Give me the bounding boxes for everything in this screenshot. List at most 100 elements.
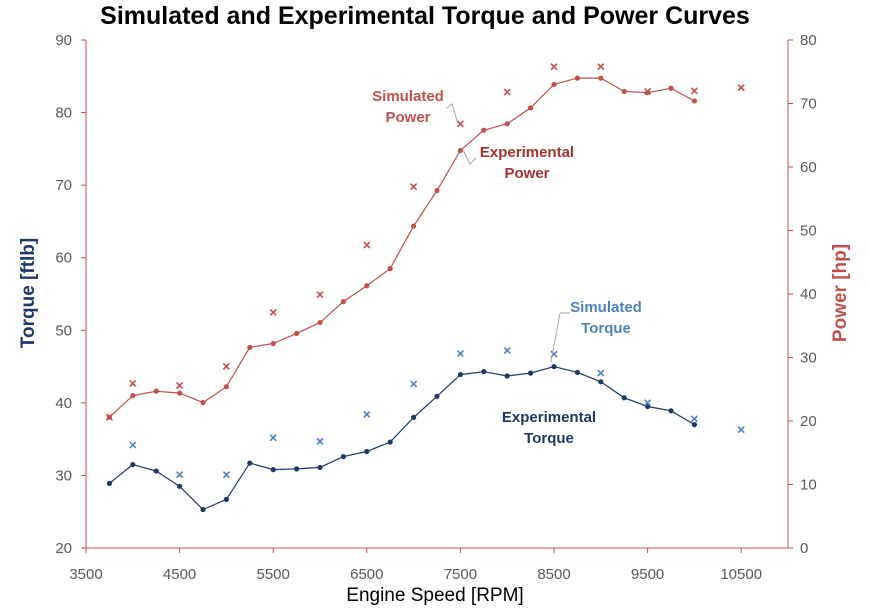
experimental-power-point <box>340 299 346 305</box>
simulated-power-point <box>690 87 698 95</box>
experimental-torque-point <box>457 371 463 378</box>
y-right-tick-label: 70 <box>800 96 817 113</box>
experimental-torque-point <box>177 483 183 489</box>
y-right-tick-label: 20 <box>800 413 817 430</box>
experimental-power-point <box>247 344 253 350</box>
experimental-power-point <box>621 88 627 95</box>
experimental-torque-point <box>247 460 253 466</box>
y-right-tick-label: 10 <box>800 477 817 494</box>
annotation-experimental-power-text: Experimental <box>480 144 574 161</box>
experimental-power-line <box>108 77 695 418</box>
simulated-torque-point <box>503 347 511 355</box>
y-left-tick-label: 20 <box>55 540 72 557</box>
experimental-power-series <box>106 75 698 420</box>
annotation-simulated-power-text: Simulated <box>372 88 444 105</box>
x-axis-title: Engine Speed [RPM] <box>346 585 523 606</box>
y-left-tick-label: 80 <box>55 105 72 122</box>
experimental-power-point <box>270 340 276 347</box>
x-tick-label: 6500 <box>350 566 383 583</box>
experimental-torque-point <box>574 369 581 375</box>
experimental-torque-point <box>153 468 159 474</box>
simulated-torque-point <box>316 437 324 445</box>
experimental-power-point <box>411 223 417 229</box>
simulated-power-point <box>129 379 137 388</box>
annotation-experimental-power: Experimental Power <box>462 144 574 182</box>
y-left-tick-label: 40 <box>55 395 72 412</box>
y-left-tick-label: 60 <box>55 250 72 267</box>
y-left-tick-label: 30 <box>55 467 72 484</box>
experimental-torque-line <box>109 365 695 511</box>
experimental-torque-point <box>598 379 604 385</box>
annotation-experimental-torque-text: Torque <box>524 430 574 447</box>
simulated-power-point <box>410 183 418 191</box>
y-axis-title-left: Torque [ftlb] <box>18 238 39 348</box>
experimental-power-point <box>668 85 674 91</box>
y-right-tick-label: 40 <box>800 286 817 303</box>
simulated-power-point <box>222 362 230 370</box>
experimental-torque-point <box>411 414 417 420</box>
experimental-torque-point <box>294 466 300 472</box>
simulated-torque-point <box>363 410 371 419</box>
simulated-torque-series <box>129 347 745 479</box>
simulated-power-point <box>550 63 558 71</box>
experimental-torque-point <box>200 506 206 513</box>
simulated-torque-point <box>129 441 137 449</box>
experimental-torque-point <box>130 461 136 468</box>
y-left-tick-label: 50 <box>55 322 72 339</box>
annotation-simulated-power: Simulated Power <box>372 88 459 126</box>
experimental-torque-point <box>434 393 440 399</box>
simulated-torque-point <box>456 349 464 358</box>
x-tick-label: 4500 <box>163 566 196 583</box>
experimental-torque-point <box>668 408 674 414</box>
experimental-power-point <box>177 390 183 396</box>
annotation-experimental-power-text: Power <box>504 165 549 182</box>
x-tick-label: 3500 <box>69 566 102 583</box>
x-tick-label: 9500 <box>631 566 664 583</box>
annotation-experimental-torque-text: Experimental <box>502 409 596 426</box>
experimental-torque-point <box>691 422 698 428</box>
experimental-power-point <box>364 283 370 289</box>
y-right-tick-label: 0 <box>800 540 808 557</box>
experimental-power-point <box>691 98 698 104</box>
experimental-torque-point <box>481 369 487 375</box>
y-right-tick-label: 60 <box>800 159 817 176</box>
simulated-power-point <box>456 120 464 128</box>
x-tick-label: 5500 <box>257 566 290 583</box>
x-tick-label: 8500 <box>537 566 570 583</box>
simulated-power-point <box>597 63 605 71</box>
x-tick-label: 7500 <box>444 566 477 583</box>
y-right-tick-label: 80 <box>800 32 817 49</box>
y-right-tick-label: 50 <box>800 223 817 240</box>
simulated-power-series <box>105 63 745 421</box>
simulated-torque-point <box>222 471 230 479</box>
simulated-torque-point <box>690 415 698 423</box>
annotation-simulated-torque: Simulated Torque <box>550 299 642 363</box>
experimental-power-point <box>130 393 136 399</box>
simulated-power-point <box>363 241 371 249</box>
experimental-torque-point <box>528 370 534 376</box>
simulated-torque-point <box>410 380 418 388</box>
experimental-torque-point <box>387 439 393 445</box>
y-axis-title-right: Power [hp] <box>830 244 851 342</box>
simulated-power-point <box>316 291 324 299</box>
experimental-power-point <box>504 121 510 127</box>
experimental-torque-point <box>551 363 557 370</box>
annotation-simulated-torque-text: Simulated <box>570 299 642 316</box>
experimental-power-point <box>528 105 534 111</box>
experimental-power-point <box>317 319 323 326</box>
simulated-torque-point <box>269 434 277 442</box>
experimental-power-point <box>153 388 159 394</box>
experimental-torque-point <box>106 480 112 487</box>
simulated-power-point <box>644 87 652 96</box>
experimental-power-point <box>457 147 463 154</box>
experimental-torque-point <box>504 373 510 379</box>
y-left-tick-label: 70 <box>55 177 72 194</box>
simulated-power-point <box>503 88 511 96</box>
axes: 20 30 40 50 60 70 80 90 0 10 20 30 40 50 60 70 80 3500 450… <box>55 32 816 583</box>
annotation-experimental-power-leader <box>462 149 477 165</box>
y-right-tick-label: 30 <box>800 350 817 367</box>
experimental-torque-point <box>223 496 229 502</box>
